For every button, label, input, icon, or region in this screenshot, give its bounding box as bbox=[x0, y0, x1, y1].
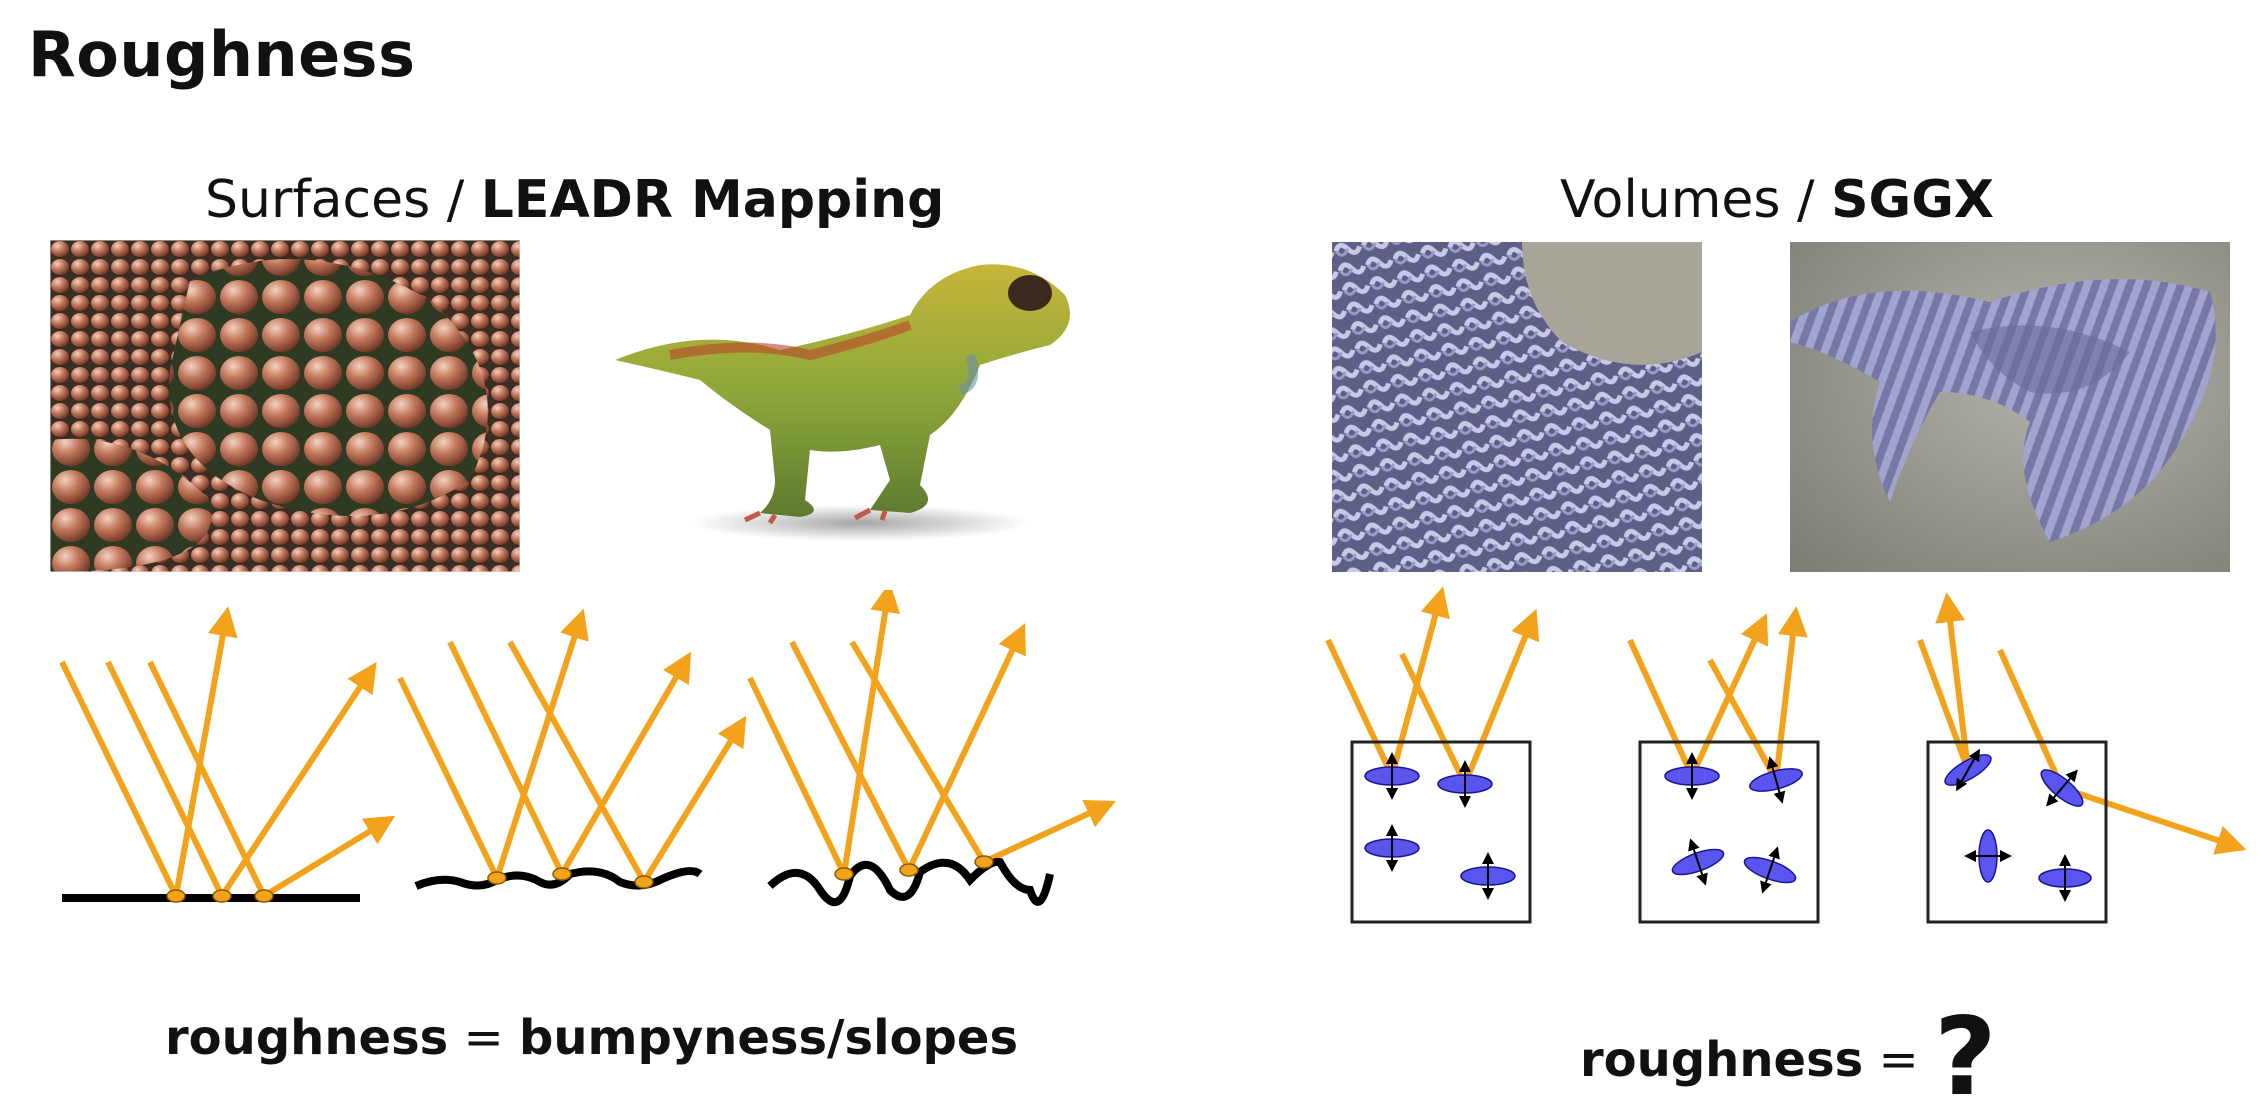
rough-surface-diagram bbox=[747, 590, 1116, 907]
bumpy-surface-line bbox=[414, 867, 703, 890]
volume-eq-lhs: roughness bbox=[1580, 1032, 1864, 1088]
flat-rays bbox=[59, 606, 396, 899]
scales-photo-graphic bbox=[50, 240, 520, 572]
surfaces-heading-b: LEADR Mapping bbox=[480, 170, 945, 230]
volumes-heading-a: Volumes bbox=[1560, 170, 1781, 230]
volume-eq-rhs: ? bbox=[1933, 995, 1997, 1120]
scarf-graphic bbox=[1790, 242, 2230, 572]
volumes-heading-sep: / bbox=[1780, 170, 1832, 230]
surface-eq-lhs: roughness bbox=[165, 1010, 449, 1066]
slide-title: Roughness bbox=[28, 18, 416, 91]
surface-roughness-equation: roughness = bumpyness/slopes bbox=[165, 1010, 1018, 1066]
surface-reflection-diagrams bbox=[59, 590, 1116, 907]
volume-reflection-diagrams bbox=[1325, 586, 2247, 924]
scarf-photo bbox=[1790, 242, 2230, 572]
surface-eq-rhs: bumpyness/slopes bbox=[518, 1010, 1019, 1066]
flat-surface-diagram bbox=[59, 606, 396, 903]
scales-photo bbox=[50, 240, 520, 572]
volumes-heading: Volumes / SGGX bbox=[1560, 170, 1994, 230]
microflake-box-1 bbox=[1325, 586, 1540, 924]
rough-surface-line bbox=[767, 857, 1054, 907]
volume-eq-op: = bbox=[1863, 1032, 1934, 1088]
microflake-box-3 bbox=[1917, 592, 2247, 924]
rough-rays bbox=[747, 590, 1116, 876]
surfaces-heading-a: Surfaces bbox=[205, 170, 431, 230]
bumpy-surface-diagram bbox=[397, 608, 747, 890]
dinosaur-graphic bbox=[615, 264, 1070, 541]
volumes-heading-b: SGGX bbox=[1831, 170, 1994, 230]
surface-eq-op: = bbox=[448, 1010, 519, 1066]
microflake-box-2 bbox=[1627, 606, 1820, 924]
volume-roughness-equation: roughness = ? bbox=[1580, 995, 1997, 1120]
knit-closeup-graphic bbox=[1332, 242, 1702, 572]
dinosaur-photo bbox=[610, 255, 1080, 545]
knit-closeup-photo bbox=[1332, 242, 1702, 572]
bumpy-rays bbox=[397, 608, 747, 884]
surfaces-heading-sep: / bbox=[430, 170, 481, 230]
surfaces-heading: Surfaces / LEADR Mapping bbox=[205, 170, 944, 230]
